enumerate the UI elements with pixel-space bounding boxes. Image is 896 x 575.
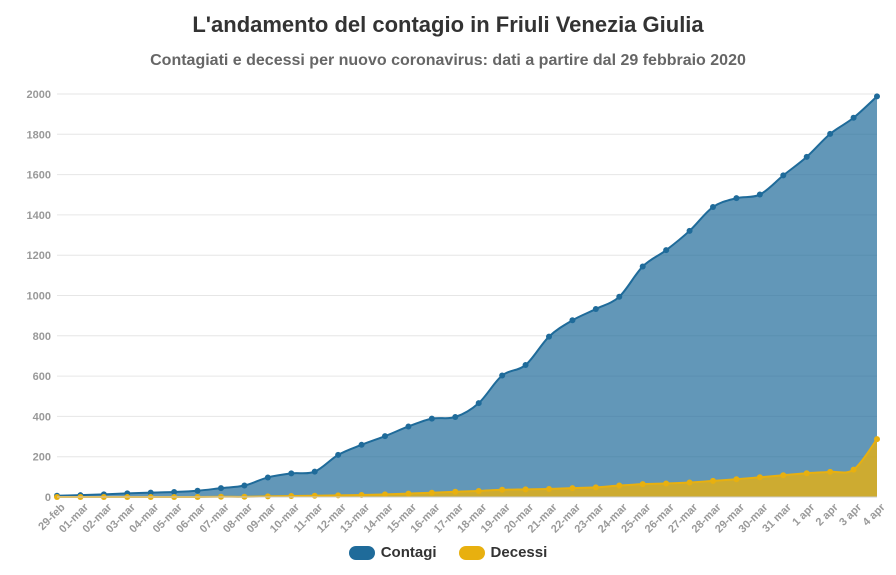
point-decessi bbox=[710, 477, 716, 484]
y-tick-label: 1400 bbox=[27, 210, 51, 222]
point-contagi bbox=[218, 485, 224, 492]
point-contagi bbox=[428, 415, 435, 422]
x-tick-label: 4 apr bbox=[861, 501, 889, 529]
x-tick-label: 2 apr bbox=[814, 501, 842, 529]
y-tick-label: 2000 bbox=[27, 89, 51, 101]
y-tick-label: 1800 bbox=[27, 129, 51, 141]
point-decessi bbox=[546, 485, 552, 492]
point-contagi bbox=[147, 489, 154, 496]
point-contagi bbox=[639, 263, 646, 270]
y-tick-label: 800 bbox=[33, 331, 51, 343]
y-tick-label: 1200 bbox=[27, 250, 51, 262]
point-decessi bbox=[639, 481, 646, 488]
point-contagi bbox=[499, 372, 506, 379]
point-contagi bbox=[733, 195, 740, 202]
point-contagi bbox=[850, 114, 857, 121]
point-contagi bbox=[663, 247, 670, 254]
legend-item-contagi[interactable]: Contagi bbox=[348, 544, 437, 561]
point-decessi bbox=[756, 474, 763, 481]
point-decessi bbox=[874, 436, 880, 443]
point-decessi bbox=[311, 492, 318, 499]
point-contagi bbox=[335, 451, 342, 458]
legend-swatch-decessi bbox=[458, 545, 485, 560]
point-decessi bbox=[803, 470, 810, 477]
point-contagi bbox=[780, 172, 787, 179]
point-contagi bbox=[382, 433, 388, 440]
point-contagi bbox=[592, 306, 599, 313]
point-decessi bbox=[663, 480, 670, 487]
point-contagi bbox=[803, 153, 810, 160]
y-tick-label: 1600 bbox=[27, 170, 51, 182]
point-decessi bbox=[264, 493, 271, 500]
point-decessi bbox=[850, 466, 857, 473]
point-contagi bbox=[827, 130, 834, 137]
y-tick-label: 200 bbox=[33, 452, 51, 464]
point-decessi bbox=[686, 479, 693, 486]
point-decessi bbox=[405, 490, 412, 497]
point-contagi bbox=[874, 93, 880, 100]
point-decessi bbox=[428, 489, 435, 496]
point-contagi bbox=[171, 488, 178, 495]
legend-swatch-contagi bbox=[348, 545, 375, 560]
legend: Contagi Decessi bbox=[0, 544, 896, 561]
point-contagi bbox=[311, 468, 318, 475]
point-contagi bbox=[358, 441, 365, 448]
point-contagi bbox=[546, 333, 552, 340]
legend-label-contagi: Contagi bbox=[380, 544, 437, 561]
area-decessi bbox=[57, 439, 877, 498]
point-contagi bbox=[710, 204, 716, 211]
point-contagi bbox=[686, 227, 693, 234]
point-decessi bbox=[780, 472, 787, 479]
point-decessi bbox=[733, 476, 740, 483]
point-decessi bbox=[569, 485, 576, 492]
point-decessi bbox=[592, 484, 599, 491]
point-decessi bbox=[522, 486, 529, 493]
x-tick-label: 3 apr bbox=[837, 501, 865, 529]
y-tick-label: 400 bbox=[33, 411, 51, 423]
point-decessi bbox=[475, 487, 482, 494]
point-decessi bbox=[452, 488, 459, 495]
point-contagi bbox=[475, 400, 482, 407]
point-decessi bbox=[288, 492, 295, 499]
point-contagi bbox=[452, 414, 459, 421]
chart-title: L'andamento del contagio in Friuli Venez… bbox=[192, 12, 704, 37]
point-contagi bbox=[194, 487, 201, 494]
y-tick-label: 0 bbox=[45, 492, 51, 504]
y-tick-label: 600 bbox=[33, 371, 51, 383]
point-contagi bbox=[756, 191, 763, 198]
point-contagi bbox=[264, 474, 271, 481]
point-contagi bbox=[405, 423, 412, 430]
y-tick-label: 1000 bbox=[27, 291, 51, 303]
area-contagi bbox=[57, 96, 877, 497]
point-contagi bbox=[569, 317, 576, 324]
point-contagi bbox=[616, 293, 623, 300]
point-decessi bbox=[827, 468, 834, 475]
legend-item-decessi[interactable]: Decessi bbox=[458, 544, 548, 561]
point-contagi bbox=[288, 470, 295, 477]
point-contagi bbox=[522, 362, 529, 369]
legend-label-decessi: Decessi bbox=[490, 544, 548, 561]
point-decessi bbox=[616, 482, 623, 489]
point-decessi bbox=[382, 491, 388, 498]
point-decessi bbox=[358, 491, 365, 498]
chart-subtitle: Contagiati e decessi per nuovo coronavir… bbox=[150, 52, 746, 69]
point-decessi bbox=[499, 486, 506, 493]
x-tick-label: 1 apr bbox=[790, 501, 818, 529]
point-contagi bbox=[241, 482, 248, 489]
